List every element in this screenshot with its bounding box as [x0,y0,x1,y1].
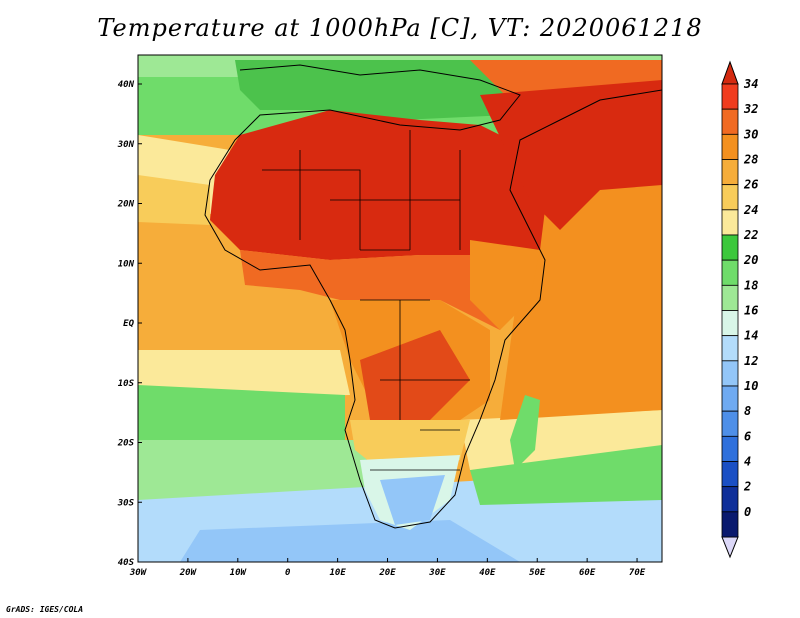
country-borders-south [360,299,470,471]
lon-tick-label: 70E [629,568,646,578]
colorbar-level-label: 14 [744,329,758,343]
colorbar-level-label: 24 [743,203,758,217]
colorbar-swatch [721,511,739,538]
colorbar-level-label: 18 [744,278,758,292]
south-atlantic-mid [138,350,350,400]
lat-tick-label: 30S [117,498,135,508]
lon-tick-label: 10E [329,568,346,578]
colorbar-max-arrow [721,60,739,85]
central-africa-hot [360,330,470,420]
colorbar-swatch [721,410,739,437]
colorbar-swatch [721,360,739,387]
colorbar-level-label: 30 [743,127,758,141]
south-atlantic-green [138,385,345,455]
lat-tick-label: 40S [118,558,135,568]
colorbar-level-label: 2 [743,480,751,494]
credit-line: GrADS: IGES/COLA [6,605,84,614]
colorbar-level-label: 0 [744,505,751,519]
colorbar-level-label: 28 [743,153,758,167]
colorbar-level-label: 12 [744,354,758,368]
colorbar-swatch [721,234,739,261]
colorbar-swatch [721,435,739,462]
colorbar-level-label: 16 [744,304,758,318]
ethiopian-highlands [470,240,540,330]
colorbar-level-label: 8 [744,404,751,418]
colorbar-swatch [721,284,739,311]
colorbar-min-arrow [721,536,739,559]
lat-tick-label: 30N [117,140,135,150]
colorbar-swatch [721,259,739,286]
lat-tick-label: 20S [117,439,135,449]
colorbar-swatch [721,108,739,135]
lon-tick-label: 60E [579,568,596,578]
lat-tick-label: EQ [123,319,134,329]
latitude-axis: 40N 30N 20N 10N EQ 10S 20S 30S 40S [117,80,142,568]
colorbar-level-label: 32 [743,102,758,116]
temperature-map-figure: 30W 20W 10W 0 10E 20E 30E 40E 50E 60E 70E 40N30N20… [117,54,758,578]
madagascar [510,395,540,470]
colorbar-swatch [721,486,739,513]
lon-tick-label: 40E [479,568,496,578]
colorbar-swatch [721,310,739,337]
colorbar-level-label: 22 [743,228,758,242]
southern-ocean-colder [180,520,520,562]
colorbar-swatch [721,335,739,362]
west-africa-ocean [138,175,210,225]
south-africa-highveld [380,475,445,525]
lon-tick-label: 0 [285,568,291,578]
colorbar-level-label: 4 [744,455,751,469]
map-title: Temperature at 1000hPa [C], VT: 20200612… [97,14,703,42]
colorbar-level-label: 20 [743,253,758,267]
map-area [138,55,662,562]
colorbar-swatch [721,385,739,412]
colorbar-swatch [721,159,739,186]
colorbar-level-label: 10 [744,379,758,393]
lon-tick-label: 10W [230,568,248,578]
lat-tick-label: 40N [118,80,135,90]
lat-tick-label: 10N [118,259,135,269]
lon-tick-label: 50E [529,568,546,578]
sahara-hot [210,110,545,260]
country-borders [262,130,461,251]
colorbar-level-label: 26 [743,178,758,192]
arabia-hot [480,80,662,230]
coastline [204,64,662,529]
map-frame [137,54,663,563]
colorbar-swatch [721,461,739,488]
colorbar-swatch [721,184,739,211]
southern-indian-green [470,440,662,505]
southern-indian-yellow [460,410,662,470]
lat-tick-label: 20N [117,200,135,210]
colorbar-level-label: 6 [744,429,751,443]
colorbar-swatch [721,133,739,160]
longitude-axis: 30W 20W 10W 0 10E 20E 30E 40E 50E 60E 70E [129,558,646,578]
colorbar-level-label: 34 [743,77,758,91]
lon-tick-label: 30E [428,568,446,578]
sahel-warm [240,250,520,330]
lon-tick-label: 20W [179,568,198,578]
lat-tick-label: 10S [118,379,135,389]
colorbar-swatch [721,83,739,110]
colorbar-swatch [721,209,739,236]
lon-tick-label: 20E [378,568,396,578]
lon-tick-label: 30W [129,568,148,578]
